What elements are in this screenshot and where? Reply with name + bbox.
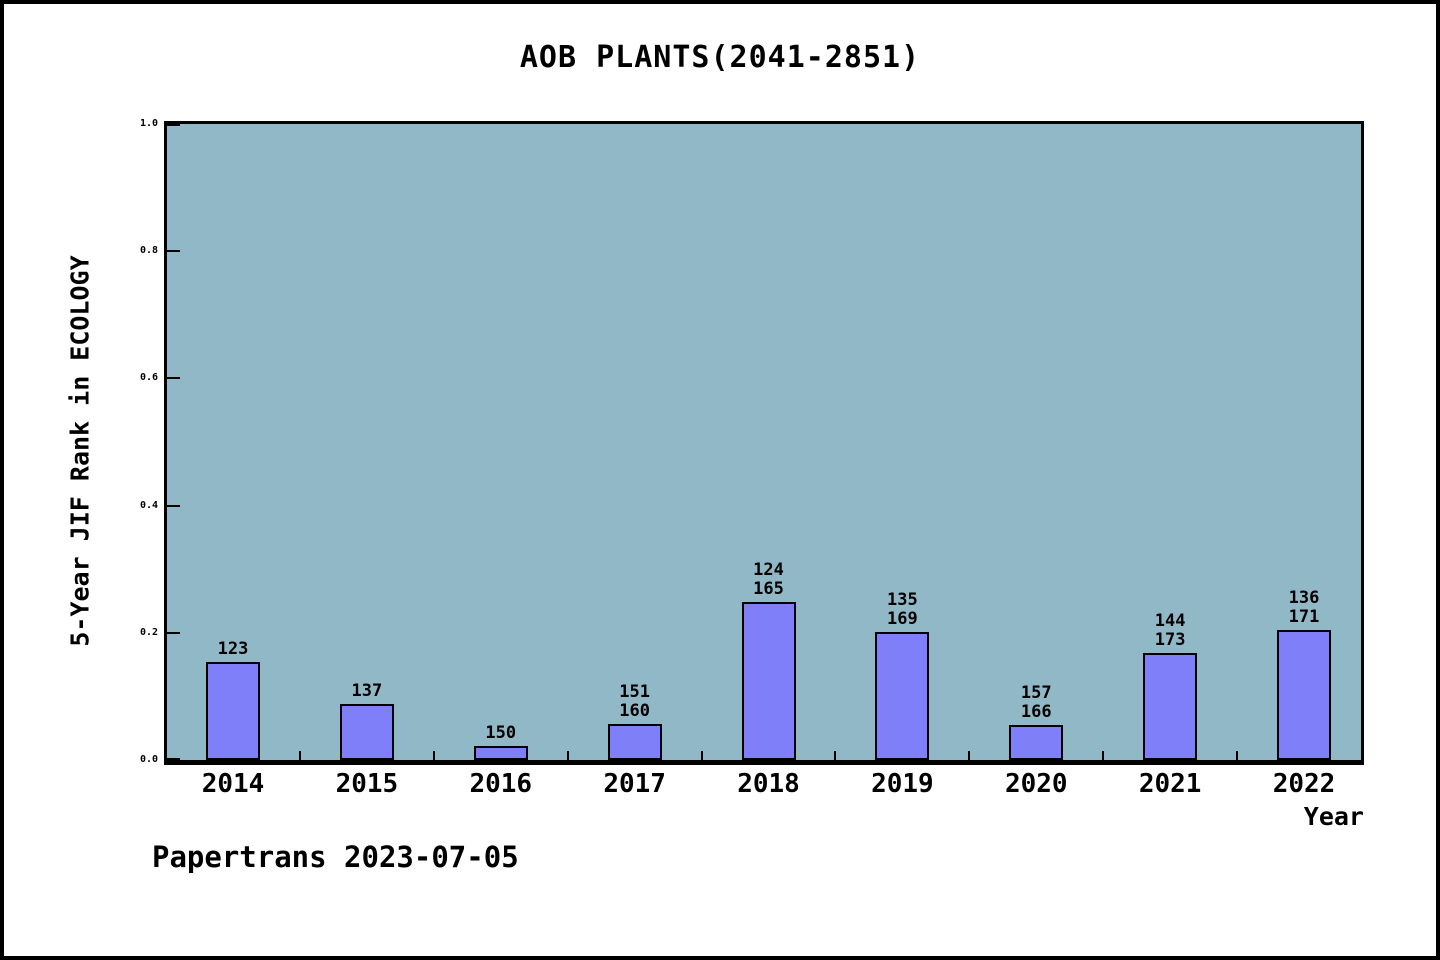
x-tick-2014: 2014 <box>201 769 265 799</box>
x-tick-2017: 2017 <box>603 769 666 799</box>
watermark-text: Papertrans 2023-07-05 <box>152 840 519 874</box>
x-tick-2015: 2015 <box>335 769 399 799</box>
y-tick-0.0: 0.0 <box>139 754 158 765</box>
bar-2015 <box>339 704 394 760</box>
bar-value-label-2019: 135 169 <box>887 590 918 629</box>
x-tick-2016: 2016 <box>469 769 533 799</box>
x-tick-2018: 2018 <box>737 769 800 799</box>
y-tick-1.0: 1.0 <box>139 118 158 129</box>
x-minor-tick <box>834 751 837 760</box>
bar-value-label-2018: 124 165 <box>753 560 784 599</box>
y-tick-mark <box>167 632 180 634</box>
bar-value-label-2015: 137 <box>351 681 383 701</box>
x-tick-2021: 2021 <box>1138 769 1202 799</box>
y-tick-mark <box>167 250 180 252</box>
x-minor-tick <box>432 751 435 760</box>
x-minor-tick <box>968 751 971 760</box>
bar-value-label-2022: 136 171 <box>1288 588 1320 627</box>
plot-area: 123 137 150 151 160 124 165 135 169 157 166 144 173 1… <box>164 121 1364 765</box>
chart-title: AOB PLANTS(2041-2851) <box>519 40 921 75</box>
y-tick-mark <box>167 505 180 507</box>
x-minor-tick <box>1102 751 1105 760</box>
x-axis-label: Year <box>1303 802 1364 831</box>
bar-2021 <box>1143 653 1198 760</box>
y-tick-0.4: 0.4 <box>139 499 158 511</box>
y-tick-0.2: 0.2 <box>139 626 158 638</box>
bar-2016 <box>473 746 528 760</box>
bar-2018 <box>741 602 796 760</box>
y-tick-mark <box>167 758 180 760</box>
bar-value-label-2014: 123 <box>217 639 249 659</box>
x-tick-2020: 2020 <box>1004 769 1068 799</box>
y-tick-mark <box>167 377 180 379</box>
y-tick-0.6: 0.6 <box>139 372 158 384</box>
x-tick-2019: 2019 <box>871 769 934 799</box>
y-axis-label: 5-Year JIF Rank in ECOLOGY <box>65 255 95 647</box>
y-tick-mark <box>167 124 180 126</box>
bar-2014 <box>206 662 260 760</box>
bar-2017 <box>607 724 662 760</box>
bar-value-label-2021: 144 173 <box>1154 611 1186 650</box>
x-minor-tick <box>1236 751 1239 760</box>
x-minor-tick <box>298 751 301 760</box>
bar-2019 <box>875 632 930 760</box>
y-tick-0.8: 0.8 <box>139 245 158 257</box>
x-minor-tick <box>700 751 703 760</box>
bar-value-label-2016: 150 <box>485 723 517 743</box>
bar-value-label-2017: 151 160 <box>619 682 650 721</box>
x-minor-tick <box>566 751 569 760</box>
bar-2022 <box>1277 630 1331 760</box>
x-tick-2022: 2022 <box>1272 769 1336 799</box>
bar-value-label-2020: 157 166 <box>1020 683 1052 722</box>
bar-2020 <box>1009 725 1064 760</box>
